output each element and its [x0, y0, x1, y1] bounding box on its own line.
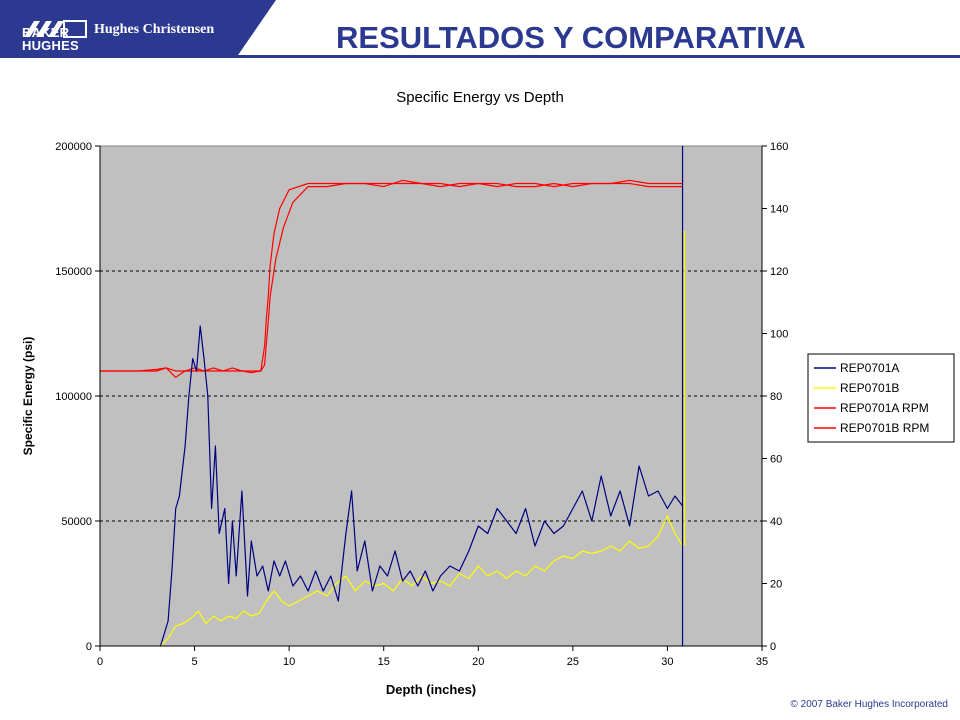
- baker-hughes-logo-icon: [24, 20, 87, 38]
- y-tick-label: 150000: [55, 266, 92, 278]
- series-line-rep0701b-rpm: [100, 179, 683, 374]
- x-axis-label: Depth (inches): [386, 682, 476, 697]
- x-tick-label: 30: [661, 656, 673, 668]
- legend-entry: REP0701A: [840, 361, 899, 375]
- x-tick-label: 20: [472, 656, 484, 668]
- legend-entry: REP0701B: [840, 381, 899, 395]
- copyright-text: © 2007 Baker Hughes Incorporated: [790, 699, 948, 710]
- y2-tick-label: 0: [770, 641, 776, 653]
- y-tick-label: 100000: [55, 391, 92, 403]
- x-tick-label: 15: [378, 656, 390, 668]
- series-line-rep0701a: [159, 325, 684, 647]
- specific-energy-chart: Specific Energy vs Depth 0 5 10 15 20 25 30 35 …: [21, 89, 955, 697]
- x-tick-label: 10: [283, 656, 295, 668]
- y2-tick-label: 100: [770, 329, 788, 341]
- legend-entry: REP0701B RPM: [840, 421, 929, 435]
- y-axis-label: Specific Energy (psi): [21, 337, 35, 456]
- grid-lines: [100, 270, 762, 522]
- chart-title: Specific Energy vs Depth: [396, 89, 564, 106]
- company-name: Hughes Christensen: [94, 22, 215, 37]
- series-line-rep0701b: [160, 515, 684, 647]
- y2-tick-label: 140: [770, 204, 788, 216]
- header-banner: [0, 0, 960, 58]
- y-tick-label: 0: [86, 641, 92, 653]
- x-tick-label: 35: [756, 656, 768, 668]
- banner-shape: [0, 0, 276, 58]
- chart-legend: REP0701A REP0701B REP0701A RPM REP0701B RPM: [807, 353, 955, 443]
- x-tick-label: 5: [192, 656, 198, 668]
- y-tick-label: 50000: [61, 516, 92, 528]
- banner-underline: [0, 55, 960, 58]
- y2-tick-label: 20: [770, 579, 782, 591]
- y2-tick-label: 60: [770, 454, 782, 466]
- y2-tick-label: 120: [770, 266, 788, 278]
- series-line-rep0701a-rpm: [100, 179, 683, 378]
- annotation-layer: [681, 146, 686, 646]
- y2-tick-label: 40: [770, 516, 782, 528]
- slide-title: RESULTADOS Y COMPARATIVA: [336, 20, 806, 55]
- y-axis-left: 0 50000 100000 150000 200000: [55, 141, 101, 653]
- legend-entry: REP0701A RPM: [840, 401, 929, 415]
- logo-text-bottom: HUGHES: [22, 38, 79, 53]
- y2-tick-label: 160: [770, 141, 788, 153]
- x-tick-label: 0: [97, 656, 103, 668]
- x-tick-label: 25: [567, 656, 579, 668]
- y2-tick-label: 80: [770, 391, 782, 403]
- y-axis-right: 0 20 40 60 80 100 120 140 160: [761, 141, 788, 653]
- x-axis: 0 5 10 15 20 25 30 35: [97, 645, 768, 668]
- logo-text-top: BAKER: [22, 25, 70, 40]
- series-layer: [100, 179, 684, 647]
- y-tick-label: 200000: [55, 141, 92, 153]
